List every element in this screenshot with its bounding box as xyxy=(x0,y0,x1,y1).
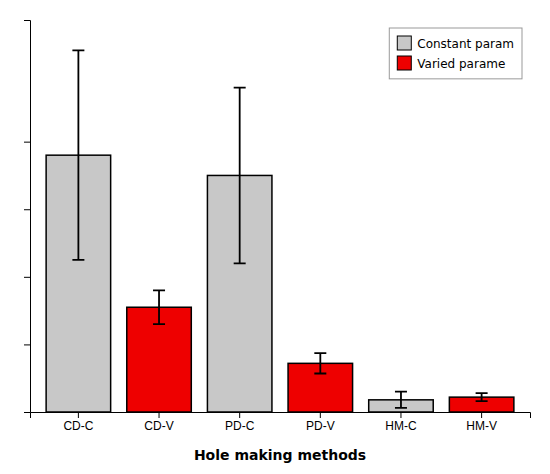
tick xyxy=(24,209,30,210)
error-bar xyxy=(314,353,326,373)
tick-label: PD-C xyxy=(225,419,255,433)
axis-title: Hole making methods xyxy=(194,447,366,463)
tick-label: HM-V xyxy=(466,419,497,433)
error-bar xyxy=(476,393,488,401)
tick: HM-C xyxy=(385,412,417,433)
tick-mark xyxy=(78,412,79,418)
axis-line xyxy=(31,413,531,419)
tick-label: CD-C xyxy=(63,419,93,433)
tick-label: PD-V xyxy=(306,419,335,433)
tick-mark xyxy=(320,412,321,418)
plot: CD-C CD-V PD-C PD-V HM-C HM-V Constant param Va… xyxy=(24,21,531,433)
error-bar xyxy=(234,88,246,264)
error-bar xyxy=(72,50,84,260)
tick-mark xyxy=(481,412,482,418)
tick xyxy=(24,277,30,278)
tick-mark xyxy=(24,277,30,278)
tick-mark xyxy=(159,412,160,418)
tick-label: HM-C xyxy=(385,419,417,433)
tick: CD-V xyxy=(144,412,173,433)
y-axis xyxy=(24,21,31,413)
tick-mark xyxy=(24,209,30,210)
legend: Constant param Varied parame xyxy=(389,28,522,79)
tick: PD-C xyxy=(225,412,255,433)
tick xyxy=(24,142,30,143)
tick: CD-C xyxy=(63,412,93,433)
tick-mark xyxy=(24,344,30,345)
error-bar xyxy=(395,392,407,408)
legend-box xyxy=(389,28,522,79)
tick-label: CD-V xyxy=(144,419,173,433)
tick-mark xyxy=(239,412,240,418)
legend-swatch xyxy=(397,36,411,50)
tick: HM-V xyxy=(466,412,497,433)
tick xyxy=(24,344,30,345)
axis-line xyxy=(24,21,31,413)
legend-swatch xyxy=(397,56,411,70)
marks xyxy=(46,50,514,412)
tick-mark xyxy=(24,142,30,143)
error-bar xyxy=(153,290,165,324)
chart: CD-C CD-V PD-C PD-V HM-C HM-V Constant param Va… xyxy=(0,0,550,474)
legend-label: Varied parame xyxy=(417,57,505,71)
tick: PD-V xyxy=(306,412,335,433)
x-axis: CD-C CD-V PD-C PD-V HM-C HM-V xyxy=(31,412,531,433)
legend-item: Varied parame xyxy=(397,56,505,71)
legend-label: Constant param xyxy=(417,37,514,51)
tick-mark xyxy=(400,412,401,418)
legend-item: Constant param xyxy=(397,36,514,51)
